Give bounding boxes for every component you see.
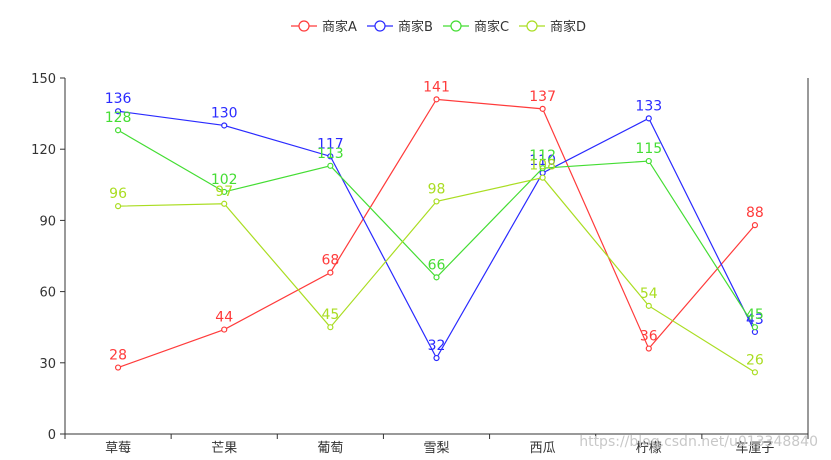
data-label: 108 — [529, 158, 556, 174]
data-labels: 28 44 68 141 137 36 88 136 130 117 32 110 133 43 128 10… — [105, 79, 764, 368]
data-point[interactable] — [751, 324, 759, 331]
x-tick-label: 芒果 — [211, 440, 237, 456]
data-label: 66 — [428, 257, 446, 273]
data-point[interactable] — [221, 326, 228, 333]
y-tick-label: 30 — [39, 357, 56, 372]
legend[interactable]: 商家A 商家B 商家C 商家D — [291, 19, 586, 35]
legend-marker-icon — [374, 20, 386, 32]
data-label: 102 — [211, 172, 238, 188]
legend-marker-icon — [298, 20, 310, 32]
data-label: 133 — [635, 98, 662, 114]
data-label: 141 — [423, 79, 450, 95]
legend-label: 商家A — [322, 19, 357, 35]
legend-label: 商家D — [550, 19, 586, 35]
data-point[interactable] — [114, 108, 122, 115]
data-point[interactable] — [751, 369, 759, 376]
data-label: 96 — [109, 186, 127, 202]
x-tick-label: 雪梨 — [423, 441, 449, 456]
y-tick-label: 60 — [39, 286, 56, 301]
legend-marker-icon — [450, 20, 462, 32]
data-label: 128 — [105, 110, 132, 126]
x-tick-label: 葡萄 — [317, 441, 343, 456]
data-point[interactable] — [221, 188, 228, 196]
data-point[interactable] — [751, 222, 759, 229]
data-label: 97 — [215, 184, 233, 200]
data-point[interactable] — [114, 127, 122, 134]
y-tick-label: 90 — [39, 214, 56, 229]
data-point[interactable] — [221, 122, 228, 129]
data-point[interactable] — [645, 345, 652, 352]
data-point[interactable] — [221, 200, 228, 207]
data-label: 115 — [635, 141, 662, 157]
x-tick-label: 西瓜 — [530, 441, 556, 456]
data-point[interactable] — [433, 274, 440, 281]
data-point[interactable] — [327, 153, 334, 160]
axes: 0 30 60 90 120 150 草莓 芒果 葡萄 雪梨 西瓜 柠檬 车厘子 — [31, 72, 809, 456]
y-tick-label: 150 — [31, 72, 56, 87]
data-point[interactable] — [645, 302, 652, 309]
data-point[interactable] — [539, 165, 546, 172]
x-tick-label: 柠檬 — [636, 441, 662, 456]
data-point[interactable] — [433, 354, 440, 362]
legend-item-2[interactable]: 商家B — [367, 19, 433, 35]
data-point[interactable] — [327, 324, 334, 331]
watermark-text: https://blog.csdn.net/u013348840 — [579, 434, 818, 450]
data-label: 112 — [529, 148, 556, 164]
data-label: 28 — [109, 348, 127, 364]
data-label: 137 — [529, 89, 556, 105]
data-label: 45 — [321, 307, 339, 323]
y-tick-label: 120 — [31, 143, 56, 158]
y-tick-label: 0 — [48, 428, 56, 443]
data-label: 54 — [640, 286, 658, 302]
legend-label: 商家C — [474, 19, 509, 35]
data-point[interactable] — [433, 96, 440, 103]
series-line-3 — [117, 129, 756, 328]
data-point[interactable] — [645, 115, 652, 122]
data-label: 98 — [428, 181, 446, 197]
data-label: 43 — [746, 312, 764, 328]
data-label: 32 — [428, 338, 446, 354]
data-label: 44 — [215, 310, 233, 326]
data-point[interactable] — [114, 203, 122, 210]
series-group — [114, 96, 759, 376]
legend-label: 商家B — [398, 19, 433, 35]
data-label: 110 — [529, 153, 556, 169]
data-label: 88 — [746, 205, 764, 221]
data-label: 68 — [321, 253, 339, 269]
data-label: 26 — [746, 352, 764, 368]
data-point[interactable] — [433, 198, 440, 205]
data-label: 36 — [640, 329, 658, 345]
data-point[interactable] — [114, 364, 122, 371]
x-tick-label: 草莓 — [105, 441, 131, 456]
data-point[interactable] — [539, 105, 546, 112]
data-label: 113 — [317, 146, 344, 162]
legend-marker-icon — [526, 20, 538, 32]
data-point[interactable] — [327, 162, 334, 169]
data-label: 45 — [746, 307, 764, 323]
data-label: 130 — [211, 105, 238, 121]
legend-item-4[interactable]: 商家D — [519, 19, 586, 35]
data-point[interactable] — [539, 174, 546, 181]
x-tick-label: 车厘子 — [735, 440, 774, 456]
data-point[interactable] — [645, 157, 652, 165]
legend-item-1[interactable]: 商家A — [291, 19, 357, 35]
legend-item-3[interactable]: 商家C — [443, 19, 509, 35]
data-label: 117 — [317, 136, 344, 152]
data-point[interactable] — [327, 269, 334, 276]
data-label: 136 — [105, 91, 132, 107]
